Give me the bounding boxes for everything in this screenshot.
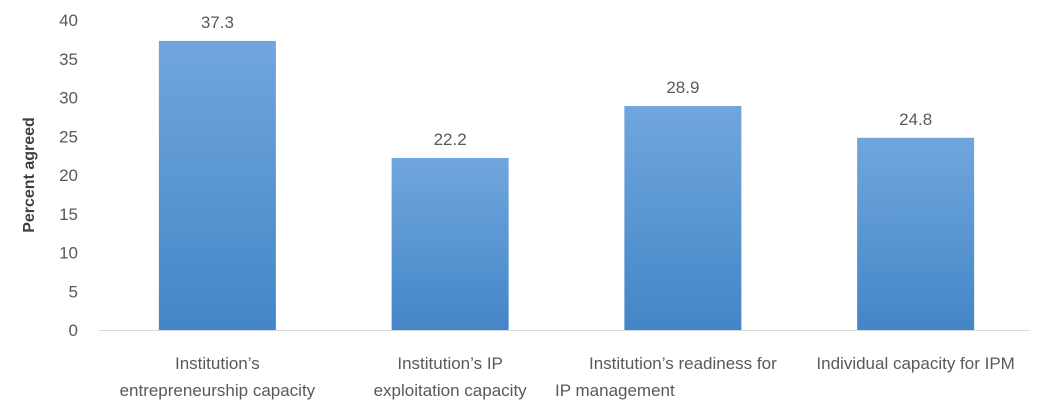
y-tick-label: 0 <box>69 321 78 340</box>
y-tick-label: 35 <box>59 50 78 69</box>
x-tick-label: Institution’s readiness for <box>589 354 777 373</box>
y-tick-label: 25 <box>59 127 78 146</box>
y-tick-label: 15 <box>59 205 78 224</box>
data-label: 37.3 <box>201 13 234 32</box>
bar <box>158 40 276 331</box>
data-label: 24.8 <box>899 110 932 129</box>
x-tick-label: Institution’s <box>175 354 260 373</box>
bar <box>857 137 975 330</box>
y-tick-label: 40 <box>59 11 78 30</box>
y-tick-label: 30 <box>59 89 78 108</box>
y-axis-label: Percent agreed <box>21 117 38 233</box>
x-tick-label: Institution’s IP <box>397 354 503 373</box>
x-tick-label: entrepreneurship capacity <box>120 381 316 400</box>
x-tick-label: exploitation capacity <box>374 381 528 400</box>
bar <box>391 157 509 330</box>
y-tick-label: 10 <box>59 244 78 263</box>
bar <box>624 106 742 331</box>
x-tick-label: Individual capacity for IPM <box>816 354 1014 373</box>
x-tick-label: IP management <box>555 381 675 400</box>
y-tick-label: 5 <box>69 282 78 301</box>
data-label: 22.2 <box>434 130 467 149</box>
data-label: 28.9 <box>666 78 699 97</box>
y-tick-label: 20 <box>59 166 78 185</box>
